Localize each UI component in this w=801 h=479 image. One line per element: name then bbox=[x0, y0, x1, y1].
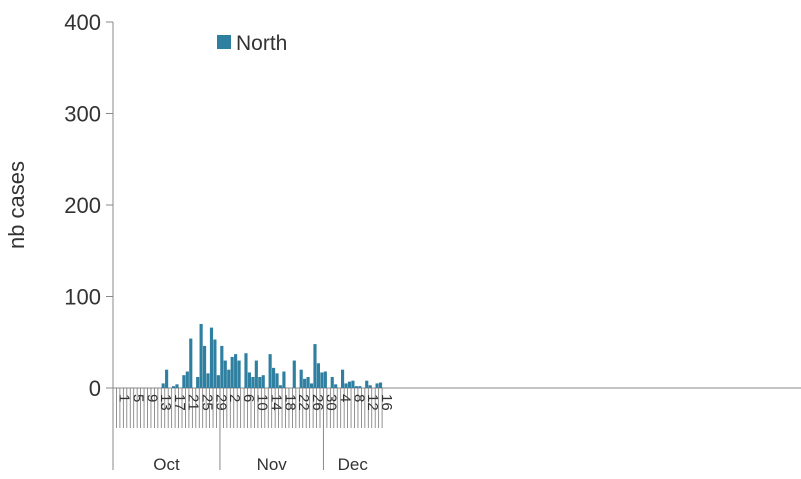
month-label: Dec bbox=[338, 455, 369, 474]
bar bbox=[303, 378, 307, 388]
bar bbox=[209, 327, 214, 388]
bar bbox=[234, 354, 238, 388]
bar bbox=[365, 380, 369, 388]
bar bbox=[320, 372, 324, 388]
bar bbox=[258, 377, 262, 388]
bar bbox=[344, 383, 348, 388]
y-axis-label: nb cases bbox=[4, 161, 29, 249]
bar bbox=[313, 344, 317, 388]
bar bbox=[309, 383, 314, 388]
bar bbox=[251, 377, 255, 388]
x-tick-label: 29 bbox=[212, 394, 229, 411]
x-tick-label: 13 bbox=[157, 394, 174, 411]
x-tick-label: 2 bbox=[226, 394, 243, 402]
bar bbox=[203, 345, 207, 388]
legend-swatch bbox=[217, 35, 231, 49]
bar bbox=[275, 373, 279, 388]
x-tick-label: 30 bbox=[323, 394, 340, 411]
bar bbox=[354, 386, 358, 388]
bars bbox=[161, 323, 383, 388]
x-tick-label: 26 bbox=[309, 394, 326, 411]
bar bbox=[196, 377, 200, 388]
x-tick-label: 8 bbox=[350, 394, 367, 402]
bar bbox=[189, 338, 193, 388]
bar bbox=[161, 383, 165, 388]
bar bbox=[199, 323, 203, 388]
x-tick-label: 17 bbox=[171, 394, 188, 411]
bar bbox=[230, 356, 234, 388]
y-tick-label: 400 bbox=[64, 10, 101, 35]
legend: North bbox=[217, 32, 287, 55]
x-tick-label: 5 bbox=[130, 394, 147, 402]
bar bbox=[292, 360, 296, 388]
y-tick-label: 0 bbox=[89, 376, 101, 401]
x-tick-label: 25 bbox=[199, 394, 216, 411]
bar bbox=[375, 383, 379, 388]
bar bbox=[299, 369, 303, 388]
bar bbox=[213, 339, 217, 388]
x-tick-label: 21 bbox=[185, 394, 202, 411]
x-tick-label: 22 bbox=[295, 394, 312, 411]
y-tick-label: 300 bbox=[64, 102, 101, 127]
bar bbox=[282, 371, 286, 388]
bar bbox=[358, 386, 362, 388]
x-tick-label: 6 bbox=[240, 394, 257, 402]
month-axis: Oct Nov Dec bbox=[112, 388, 369, 474]
x-tick-label: 9 bbox=[143, 394, 160, 402]
bar bbox=[223, 360, 227, 388]
bar bbox=[323, 371, 327, 388]
x-tick-label: 1 bbox=[116, 394, 133, 402]
bar bbox=[247, 372, 251, 388]
x-tick-label: 12 bbox=[364, 394, 381, 411]
bar bbox=[185, 371, 189, 388]
bar bbox=[330, 377, 334, 388]
bar bbox=[351, 380, 355, 388]
bar bbox=[254, 360, 258, 388]
legend-label: North bbox=[236, 32, 287, 55]
bar bbox=[278, 385, 283, 388]
bar bbox=[227, 369, 231, 388]
month-label: Oct bbox=[153, 455, 180, 474]
bar bbox=[341, 369, 345, 388]
bar bbox=[316, 363, 320, 388]
y-axis: 0 100 200 300 400 bbox=[64, 10, 113, 401]
bar bbox=[306, 377, 310, 388]
y-tick-label: 200 bbox=[64, 193, 101, 218]
bar bbox=[272, 367, 276, 388]
bar bbox=[171, 386, 176, 388]
chart-frame bbox=[112, 22, 801, 389]
y-tick-label: 100 bbox=[64, 285, 101, 310]
x-tick-label: 10 bbox=[254, 394, 271, 411]
bar bbox=[175, 384, 179, 388]
bar bbox=[268, 354, 272, 388]
bar bbox=[206, 373, 210, 388]
bar bbox=[347, 381, 352, 388]
bar bbox=[165, 369, 169, 388]
bar bbox=[334, 384, 338, 388]
bar bbox=[237, 360, 241, 388]
bar bbox=[368, 385, 372, 388]
bar bbox=[261, 375, 265, 388]
x-tick-label: 16 bbox=[378, 394, 395, 411]
month-label: Nov bbox=[257, 455, 288, 474]
bar bbox=[216, 375, 220, 388]
bar bbox=[220, 345, 224, 388]
bar bbox=[244, 353, 248, 388]
x-tick-label: 14 bbox=[268, 394, 285, 411]
bar bbox=[182, 375, 186, 388]
bar bbox=[378, 382, 383, 388]
x-tick-label: 4 bbox=[337, 394, 354, 402]
x-tick-label: 18 bbox=[281, 394, 298, 411]
